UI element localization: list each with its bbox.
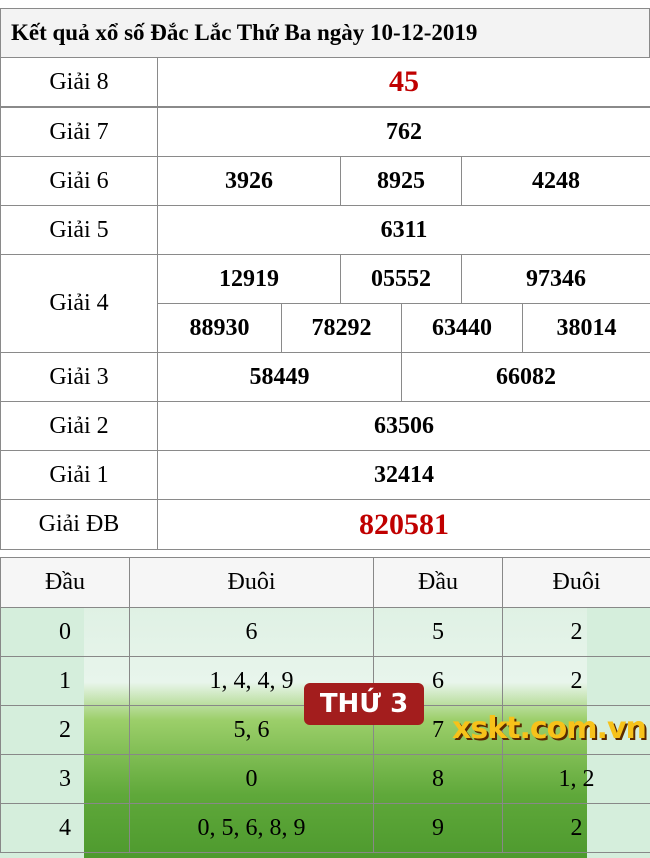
- loto-head: 9: [373, 803, 503, 853]
- loto-header: Đuôi: [502, 557, 650, 608]
- prize-number: 762: [157, 107, 650, 157]
- loto-tail: 1, 2: [502, 754, 650, 804]
- loto-head: 1: [0, 656, 130, 706]
- prize-number: 66082: [401, 352, 650, 402]
- loto-tail: 2: [502, 803, 650, 853]
- prize-label: Giải 5: [0, 205, 158, 255]
- loto-tail: 2: [502, 607, 650, 657]
- prize-number: 63440: [401, 303, 523, 353]
- prize-label: Giải 8: [0, 57, 158, 107]
- page-title: Kết quả xổ số Đắc Lắc Thứ Ba ngày 10-12-…: [0, 8, 650, 58]
- prize-number: 3926: [157, 156, 341, 206]
- prize-number: 8925: [340, 156, 462, 206]
- loto-header: Đầu: [373, 557, 503, 608]
- prize-label: Giải 6: [0, 156, 158, 206]
- background-left: [0, 607, 84, 858]
- prize-label: Giải 4: [0, 254, 158, 353]
- special-prize-number: 820581: [157, 499, 650, 550]
- prize-label: Giải 1: [0, 450, 158, 500]
- loto-tail: 2: [502, 656, 650, 706]
- prize-number: 58449: [157, 352, 402, 402]
- prize-number: 32414: [157, 450, 650, 500]
- prize-number: 97346: [461, 254, 650, 304]
- prize-number: 05552: [340, 254, 462, 304]
- loto-head: 2: [0, 705, 130, 755]
- site-logo: xskt.com.vn: [452, 711, 647, 746]
- prize-label: Giải 3: [0, 352, 158, 402]
- prize-label: Giải 2: [0, 401, 158, 451]
- prize-number: 63506: [157, 401, 650, 451]
- day-badge: THỨ 3: [304, 683, 424, 725]
- prize-number: 12919: [157, 254, 341, 304]
- loto-head: 5: [373, 607, 503, 657]
- prize-number: 6311: [157, 205, 650, 255]
- loto-header: Đầu: [0, 557, 130, 608]
- loto-head: 4: [0, 803, 130, 853]
- prize-number: 38014: [522, 303, 650, 353]
- loto-head: 8: [373, 754, 503, 804]
- loto-head: 0: [0, 607, 130, 657]
- loto-tail: 0: [129, 754, 374, 804]
- prize-number: 4248: [461, 156, 650, 206]
- loto-header: Đuôi: [129, 557, 374, 608]
- loto-tail: 6: [129, 607, 374, 657]
- prize-number: 88930: [157, 303, 282, 353]
- prize-label: Giải ĐB: [0, 499, 158, 550]
- prize-number: 78292: [281, 303, 402, 353]
- background-right: [587, 607, 650, 858]
- loto-head: 3: [0, 754, 130, 804]
- prize-label: Giải 7: [0, 107, 158, 157]
- loto-tail: 0, 5, 6, 8, 9: [129, 803, 374, 853]
- prize-number: 45: [157, 57, 650, 107]
- background-illustration: [0, 607, 650, 858]
